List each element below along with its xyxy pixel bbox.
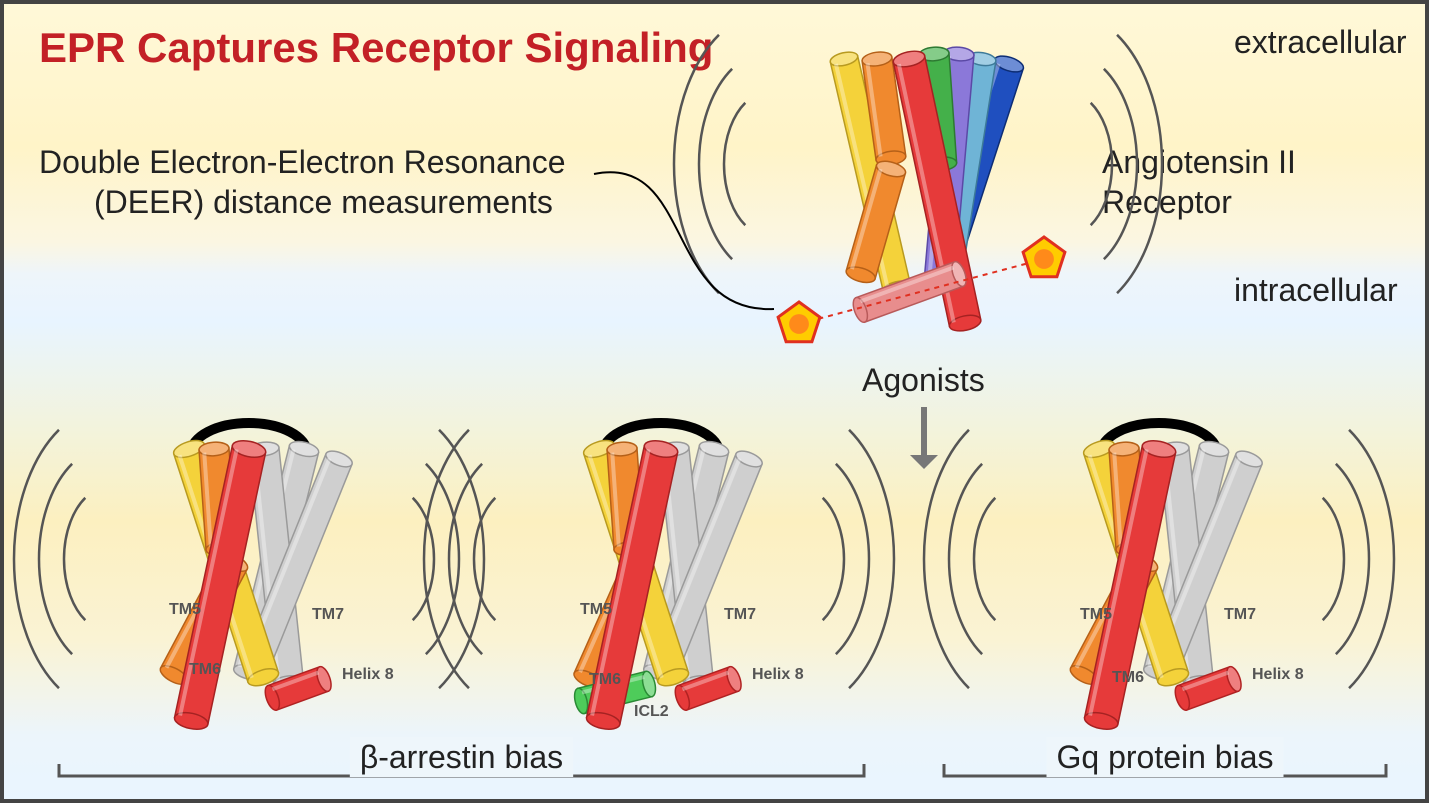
axis-label: β-arrestin bias (360, 739, 563, 775)
helix-label: Helix 8 (1252, 666, 1304, 683)
signal-arc (674, 35, 719, 293)
signal-arc (426, 464, 459, 654)
axis-label: Gq protein bias (1056, 739, 1273, 775)
helix-label: TM6 (589, 671, 621, 688)
figure-canvas: EPR Captures Receptor Signaling extracel… (0, 0, 1429, 803)
helix-label: TM7 (724, 606, 756, 623)
signal-arc (836, 464, 869, 654)
signal-arc (1349, 430, 1394, 688)
signal-arc (949, 464, 982, 654)
signal-arc (699, 69, 732, 259)
signal-arc (724, 103, 745, 225)
signal-arc (924, 430, 969, 688)
signal-arc (1091, 103, 1112, 225)
helix-label: TM7 (312, 606, 344, 623)
signal-arc (1104, 69, 1137, 259)
signal-arc (14, 430, 59, 688)
signal-arc (1117, 35, 1162, 293)
signal-arc (1323, 498, 1344, 620)
signal-arc (1336, 464, 1369, 654)
helix-label: TM5 (169, 601, 201, 618)
helix-label: Helix 8 (752, 666, 804, 683)
helix-label: TM6 (189, 661, 221, 678)
signal-arc (39, 464, 72, 654)
helix-label: Helix 8 (342, 666, 394, 683)
signal-arc (823, 498, 844, 620)
signal-arc (849, 430, 894, 688)
signal-arc (974, 498, 995, 620)
signal-arc (64, 498, 85, 620)
svg-layer: TM5 TM6 TM7 Helix 8 TM5 TM6 ICL2 TM7 Helix 8 TM5 T… (4, 4, 1429, 803)
helix-label: TM5 (1080, 606, 1112, 623)
helix-label: ICL2 (634, 703, 669, 720)
helix-label: TM6 (1112, 669, 1144, 686)
helix-label: TM5 (580, 601, 612, 618)
helix-label: TM7 (1224, 606, 1256, 623)
agonist-arrow-head (910, 455, 938, 469)
leader-line (594, 172, 774, 309)
signal-arc (449, 464, 482, 654)
